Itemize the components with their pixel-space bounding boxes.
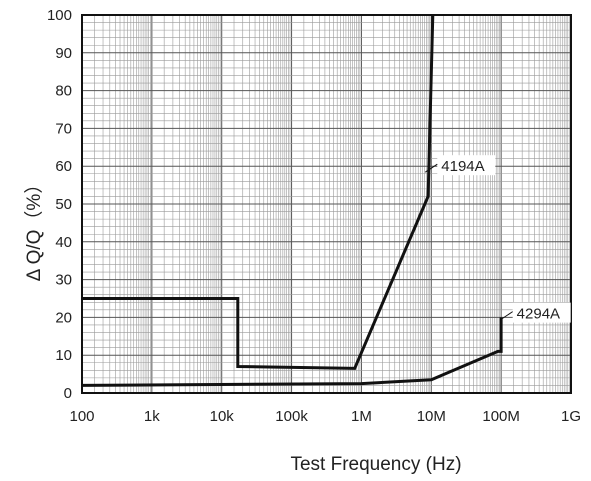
x-axis-ticks: 100 1k 10k 100k 1M 10M 100M 1G [69, 408, 581, 425]
annotation-leader-4294a [500, 311, 513, 321]
annotation-label-4294a: 4294A [517, 306, 560, 323]
annotations: 4194A 4294A [425, 155, 571, 323]
y-tick-label: 40 [55, 234, 72, 251]
y-tick-label: 10 [55, 347, 72, 364]
x-tick-label: 100k [275, 408, 308, 425]
x-tick-label: 1M [351, 408, 372, 425]
x-axis-label: Test Frequency (Hz) [290, 454, 461, 475]
y-tick-label: 100 [47, 7, 72, 24]
x-tick-label: 1G [561, 408, 581, 425]
y-tick-label: 50 [55, 196, 72, 213]
y-tick-label: 70 [55, 120, 72, 137]
y-tick-label: 20 [55, 309, 72, 326]
annotation-label-4194a: 4194A [441, 158, 484, 175]
x-tick-label: 100 [69, 408, 94, 425]
y-tick-label: 0 [64, 385, 72, 402]
grid [82, 15, 571, 393]
x-tick-label: 10k [210, 408, 235, 425]
y-tick-label: 80 [55, 83, 72, 100]
series-line-4294a [81, 317, 503, 387]
annotation-leader-4194a [425, 163, 438, 173]
y-tick-label: 60 [55, 158, 72, 175]
series-group [81, 14, 503, 387]
y-tick-label: 30 [55, 272, 72, 289]
annotation-box-4294a [512, 302, 571, 323]
plot-frame [81, 14, 572, 394]
x-tick-label: 100M [482, 408, 520, 425]
x-tick-label: 1k [144, 408, 160, 425]
y-axis-ticks: 0 10 20 30 40 50 60 70 80 90 100 [47, 7, 72, 402]
x-tick-label: 10M [417, 408, 446, 425]
y-tick-label: 90 [55, 45, 72, 62]
series-line-4194a [82, 14, 435, 370]
y-axis-label: Δ Q/Q（%） [23, 175, 45, 282]
annotation-box-4194a [437, 155, 496, 176]
